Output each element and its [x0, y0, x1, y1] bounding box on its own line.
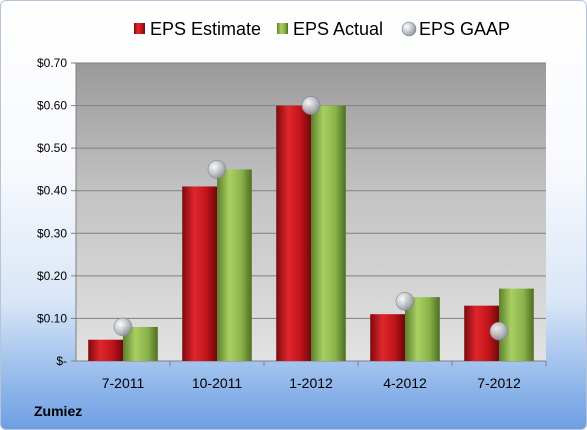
eps-actual-bar [311, 105, 346, 361]
x-tick-label: 7-2012 [477, 375, 521, 391]
y-tick-label: $0.40 [37, 184, 67, 198]
eps-estimate-bar [370, 314, 405, 361]
eps-gaap-marker [207, 160, 227, 179]
legend-actual-swatch [277, 23, 288, 34]
company-name: Zumiez [34, 403, 83, 419]
x-tick-label: 10-2011 [192, 375, 243, 391]
x-tick-label: 1-2012 [289, 375, 333, 391]
legend-actual-label: EPS Actual [293, 19, 383, 39]
eps-gaap-marker [395, 292, 415, 311]
x-tick-label: 4-2012 [383, 375, 427, 391]
y-tick-label: $0.20 [37, 269, 67, 283]
legend-gaap-swatch [401, 21, 417, 37]
eps-estimate-bar [88, 339, 123, 361]
eps-gaap-marker [301, 96, 321, 115]
y-tick-label: $0.60 [37, 99, 67, 113]
eps-gaap-marker [113, 317, 133, 337]
legend-gaap-label: EPS GAAP [419, 19, 510, 39]
legend-estimate-swatch [134, 23, 145, 34]
bars [88, 105, 534, 361]
x-tick-label: 7-2011 [102, 375, 145, 391]
eps-estimate-bar [182, 186, 217, 361]
eps-estimate-bar [276, 105, 311, 361]
legend: EPS Estimate EPS Actual EPS GAAP [134, 19, 510, 39]
axes: $- $0.10 $0.20 $0.30 $0.40 $0.50 $0.60 $0.70 7-2… [37, 56, 547, 391]
gaap-markers [113, 96, 509, 341]
y-tick-label: $- [56, 354, 67, 368]
legend-estimate-label: EPS Estimate [150, 19, 261, 39]
y-tick-label: $0.30 [37, 226, 67, 240]
y-tick-label: $0.50 [37, 141, 67, 155]
eps-gaap-marker [489, 321, 509, 341]
y-tick-label: $0.10 [37, 311, 67, 325]
y-tick-label: $0.70 [37, 56, 67, 70]
eps-actual-bar [217, 169, 252, 361]
